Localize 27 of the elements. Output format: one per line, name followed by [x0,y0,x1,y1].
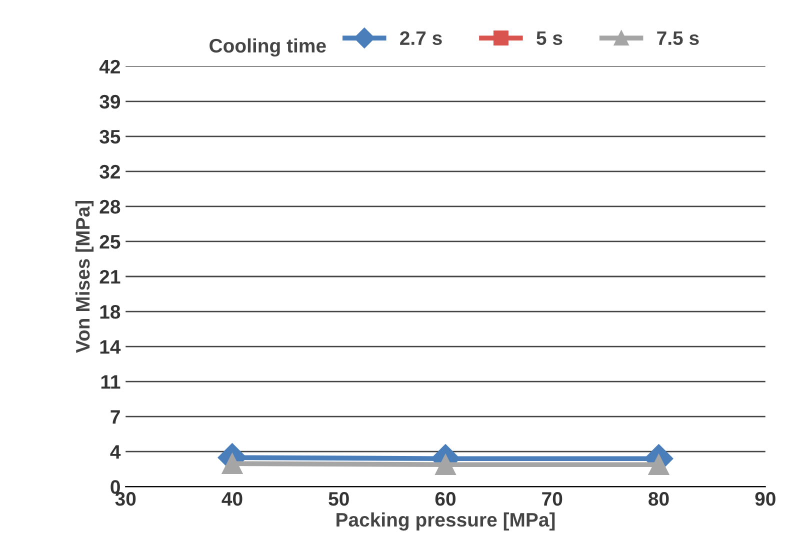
y-tick-label: 4 [110,445,121,459]
legend-title: Cooling time [210,38,326,57]
x-tick-label: 50 [328,492,349,506]
y-tick-label: 28 [100,200,120,214]
y-tick-label: 0 [110,480,120,494]
legend-label: 5 s [536,31,562,46]
x-tick-label: 70 [542,492,562,506]
legend-label: 7.5 s [657,31,699,46]
point [435,454,456,476]
x-tick-label: 40 [222,492,242,506]
x-axis-title: Packing pressure [MPa] [336,512,555,531]
x-tick-label: 80 [648,492,669,506]
y-axis-title: Von Mises [MPa] [75,201,94,353]
x-tick-label: 30 [115,492,136,506]
y-tick-label: 11 [101,375,120,389]
legend-label: 2.7 s [400,31,442,46]
x-tick-label: 60 [435,492,456,506]
x-tick-label: 90 [755,492,776,506]
y-tick-label: 7 [110,410,120,424]
y-tick-label: 21 [100,270,120,284]
y-tick-label: 14 [100,340,121,354]
y-tick-label: 32 [100,164,120,179]
y-tick-label: 42 [99,60,120,74]
y-tick-label: 25 [100,234,120,249]
y-tick-label: 18 [100,304,120,319]
y-tick-label: 39 [100,94,120,109]
y-tick-label: 35 [100,130,120,144]
